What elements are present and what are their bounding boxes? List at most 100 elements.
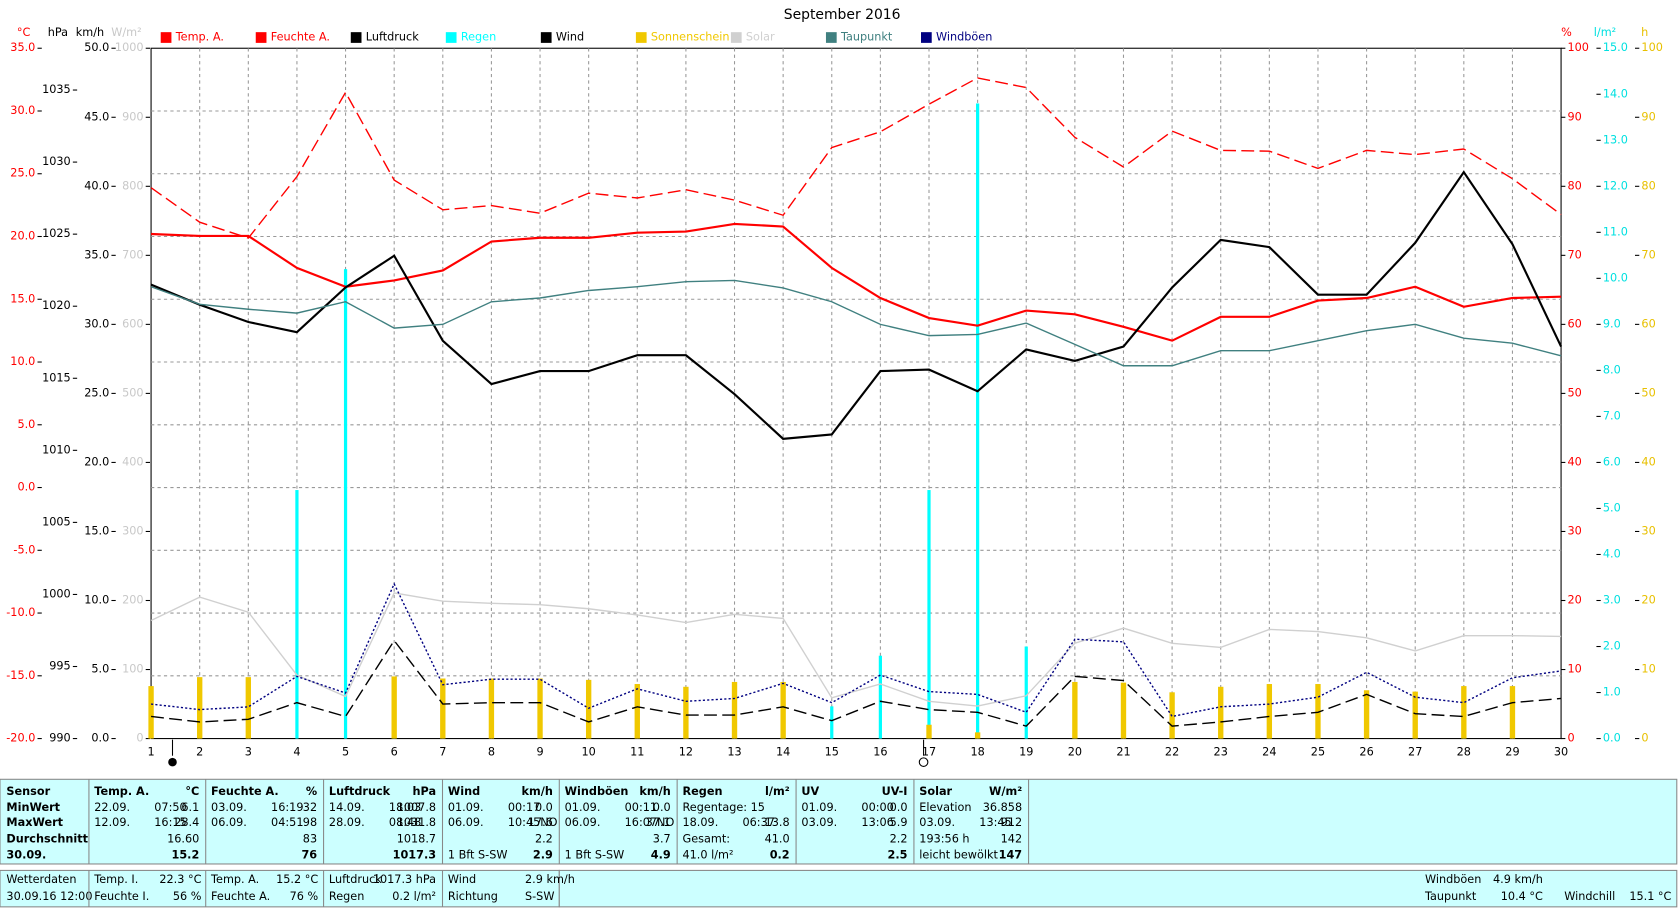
x-tick-label: 17 <box>922 745 936 758</box>
y-tick-label: 30.0 <box>84 317 109 330</box>
y-tick-label: 1000 <box>115 41 144 54</box>
cell-text: 01.09. <box>801 801 837 814</box>
bar <box>148 686 154 739</box>
y-tick-label: 0.0 <box>91 732 109 745</box>
y-tick-label: 1020 <box>42 299 71 312</box>
cell-text: 04:51 <box>271 816 303 829</box>
cell-value: 5.9 <box>890 816 908 829</box>
y-tick-label: 30 <box>1641 524 1655 537</box>
x-tick-label: 27 <box>1408 745 1422 758</box>
new-moon <box>168 757 177 767</box>
cell-value: 2.5 <box>888 848 908 861</box>
y-tick-label: 5.0 <box>1603 501 1621 514</box>
column-header: Solar <box>919 785 952 798</box>
y-tick-label: 15.0 <box>10 292 35 305</box>
y-tick-label: 8.0 <box>1603 363 1621 376</box>
y-tick-label: 14.0 <box>1603 87 1628 100</box>
cell-value: 2.9 <box>533 848 553 861</box>
bar <box>780 681 786 739</box>
cell-text: 13:06 <box>861 816 893 829</box>
y-tick-label: 80 <box>1568 179 1582 192</box>
cell-value: 0.2 <box>770 848 790 861</box>
x-tick-label: 1 <box>147 745 154 758</box>
legend-swatch <box>540 32 552 43</box>
legend-swatch <box>160 32 172 43</box>
bar <box>343 269 348 739</box>
cell-value: 28.4 <box>174 816 199 829</box>
bar <box>245 677 251 739</box>
cell-text: 07:50 <box>154 801 186 814</box>
x-tick-label: 21 <box>1116 745 1130 758</box>
y-tick-label: -10.0 <box>6 606 35 619</box>
footer-value: 15.1 °C <box>1629 890 1671 903</box>
cell-value: 0.0 <box>890 801 908 814</box>
bar <box>1072 681 1078 739</box>
x-tick-label: 24 <box>1262 745 1276 758</box>
y-tick-label: 40 <box>1568 455 1582 468</box>
row-label: 30.09. <box>6 848 46 861</box>
y-tick-label: 100 <box>1641 41 1662 54</box>
series-line <box>151 222 1562 342</box>
x-tick-label: 19 <box>1019 745 1033 758</box>
bar <box>926 724 932 739</box>
cell-text: 03.09. <box>801 816 837 829</box>
legend-swatch <box>921 32 932 43</box>
bar <box>1024 646 1028 739</box>
y-tick-label: 1030 <box>42 155 71 168</box>
x-tick-label: 2 <box>196 745 203 758</box>
y-tick-label: 300 <box>122 524 143 537</box>
footer-label: Temp. I. <box>93 873 138 886</box>
y-tick-label: 0.0 <box>1603 732 1621 745</box>
footer-label: Windböen <box>1425 873 1481 886</box>
y-tick-label: 25.0 <box>10 167 35 180</box>
y-tick-label: 1035 <box>42 83 71 96</box>
cell-text: 01.09. <box>448 801 484 814</box>
y-tick-label: 11.0 <box>1603 225 1628 238</box>
y-tick-label: 800 <box>122 179 143 192</box>
bar <box>440 678 446 739</box>
cell-text: 16:15 <box>154 816 186 829</box>
cell-text: Elevation <box>919 801 971 814</box>
footer-label: Feuchte A. <box>211 890 270 903</box>
y-tick-label: 9.0 <box>1603 317 1621 330</box>
bar <box>1363 690 1370 739</box>
series-line <box>150 582 1562 718</box>
x-tick-label: 23 <box>1214 745 1228 758</box>
y-tick-label: 10 <box>1568 663 1582 676</box>
y-tick-label: 30.0 <box>10 104 35 117</box>
row-label: MinWert <box>6 801 60 814</box>
cell-text: 01.09. <box>565 801 601 814</box>
legend-label: Windböen <box>936 31 992 44</box>
y-tick-label: 90 <box>1641 110 1655 123</box>
y-tick-label: 400 <box>122 455 143 468</box>
cell-value: 1007.8 <box>397 801 436 814</box>
bar <box>878 655 882 739</box>
bar <box>1412 691 1418 739</box>
footer-value: 76 % <box>290 890 319 903</box>
x-tick-label: 18 <box>970 745 984 758</box>
series-line <box>150 170 1563 440</box>
cell-text: 16:07NO <box>625 816 675 829</box>
cell-value: 1018.7 <box>397 832 436 845</box>
y-tick-label: 70 <box>1568 248 1582 261</box>
y-tick-label: 200 <box>122 593 143 606</box>
cell-text: 00:00 <box>861 801 893 814</box>
y-tick-label: 50.0 <box>84 41 109 54</box>
x-tick-label: 20 <box>1068 745 1082 758</box>
y-tick-label: 15.0 <box>1603 41 1628 54</box>
footer-label: Regen <box>329 890 364 903</box>
cell-text: 13:45 <box>979 816 1011 829</box>
series-line <box>150 77 1562 239</box>
footer-timestamp: 30.09.16 12:00 <box>6 890 92 903</box>
cell-value: 3.7 <box>653 832 671 845</box>
y-tick-label: 995 <box>49 660 70 673</box>
cell-text: 16:19 <box>271 801 303 814</box>
column-header: Regen <box>683 785 723 798</box>
y-tick-label: 990 <box>49 732 70 745</box>
legend-swatch <box>825 32 837 43</box>
y-tick-label: 30 <box>1568 524 1582 537</box>
column-unit: km/h <box>639 785 670 798</box>
cell-text: 03.09. <box>211 801 247 814</box>
x-tick-label: 25 <box>1311 745 1325 758</box>
cell-text: 1 Bft S-SW <box>565 848 625 861</box>
